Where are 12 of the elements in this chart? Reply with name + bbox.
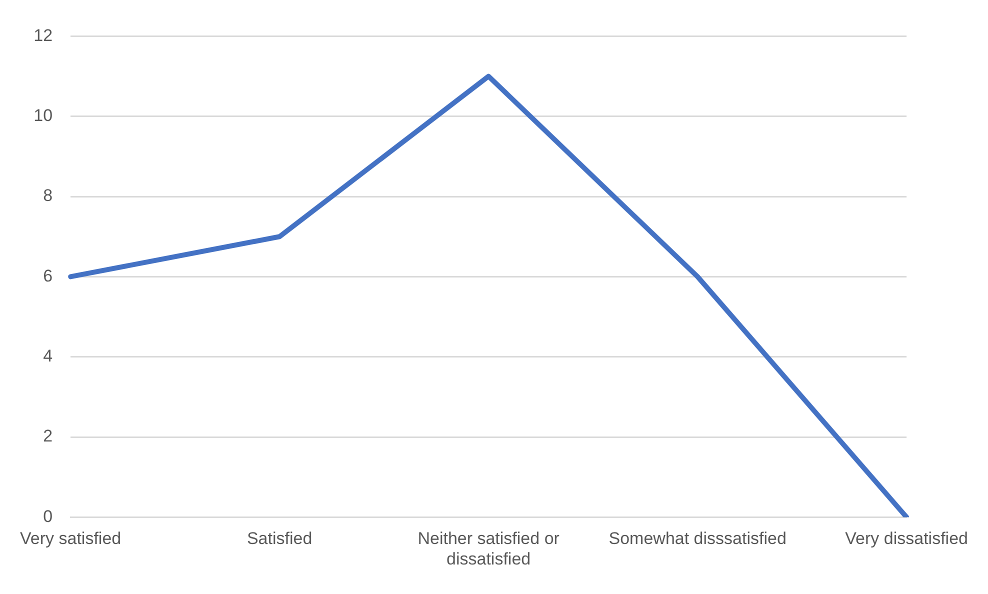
y-tick-label: 8 — [43, 186, 53, 206]
y-tick-label: 12 — [34, 26, 53, 45]
x-tick-label: Satisfied — [246, 529, 312, 548]
y-tick-label: 6 — [43, 266, 53, 286]
y-tick-label: 4 — [43, 346, 53, 366]
y-tick-label: 2 — [43, 426, 53, 446]
x-tick-label: Very satisfied — [20, 529, 122, 548]
x-tick-label: Very dissatisfied — [845, 529, 968, 548]
x-tick-label: Somewhat disssatisfied — [608, 529, 786, 548]
y-tick-label: 0 — [43, 506, 53, 526]
x-tick-label: Neither satisfied or dissatisfied — [418, 529, 560, 568]
y-tick-label: 10 — [34, 106, 53, 126]
